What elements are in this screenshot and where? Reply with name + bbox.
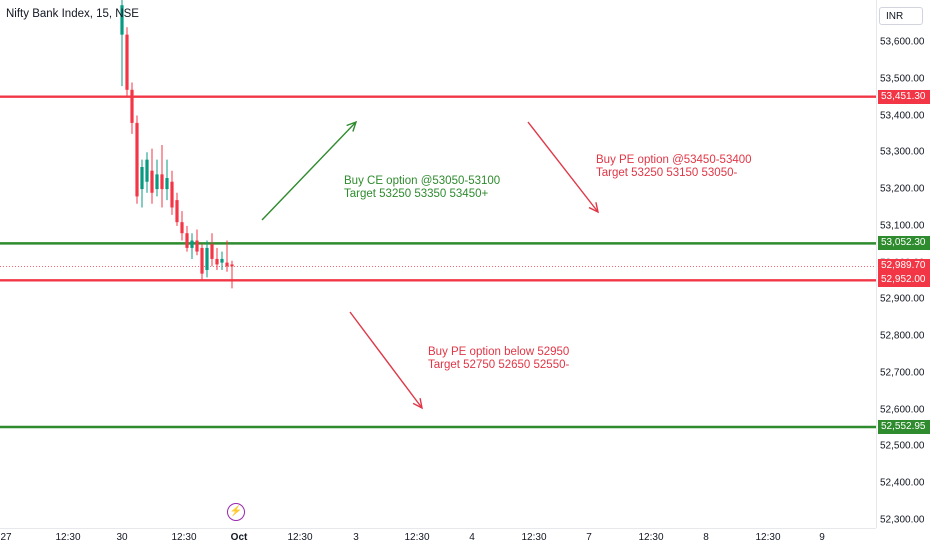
ce-annotation-line2: Target 53250 53350 53450+: [344, 188, 489, 200]
candle-body-20: [220, 258, 224, 263]
candle-body-11: [175, 200, 179, 223]
time-tick: 12:30: [638, 532, 664, 543]
ce-annotation-line1: Buy CE option @53050-53100: [344, 175, 501, 187]
price-tick: 53,400.00: [880, 110, 925, 122]
time-tick: 7: [586, 532, 592, 543]
candle-body-19: [215, 258, 219, 265]
time-tick: Oct: [230, 532, 248, 543]
candle-body-18: [210, 244, 214, 259]
ce-annotation: Buy CE option @53050-53100 Target 53250 …: [344, 175, 500, 201]
ce-arrow: [261, 121, 357, 221]
pe-top-arrow-head: [588, 202, 599, 214]
price-label[interactable]: 52,989.70: [878, 259, 930, 274]
candle-body-12: [180, 222, 184, 234]
candle-body-4: [140, 167, 144, 190]
pe-bottom-arrow-head: [412, 398, 423, 410]
price-tick: 53,300.00: [880, 146, 925, 158]
chart-pane[interactable]: [0, 0, 876, 528]
lightning-icon[interactable]: ⚡: [227, 503, 245, 521]
price-tick: 52,900.00: [880, 293, 925, 305]
candle-body-5: [145, 159, 149, 182]
candle-body-2: [130, 89, 134, 123]
price-tick: 52,300.00: [880, 514, 925, 526]
price-label[interactable]: 52,552.95: [878, 419, 930, 434]
candle-body-9: [165, 178, 169, 190]
time-tick: 12:30: [404, 532, 430, 543]
price-axis[interactable]: [876, 0, 932, 528]
candle-body-16: [200, 247, 204, 274]
time-tick: 27: [0, 532, 12, 543]
candle-body-17: [205, 247, 209, 270]
price-tick: 53,100.00: [880, 220, 925, 232]
time-tick: 4: [469, 532, 475, 543]
pe-bottom-annotation-line1: Buy PE option below 52950: [428, 346, 570, 358]
price-label[interactable]: 53,451.30: [878, 89, 930, 104]
time-tick: 9: [819, 532, 825, 543]
chart-canvas[interactable]: [0, 0, 876, 528]
pe-top-arrow: [527, 121, 599, 213]
time-tick: 30: [116, 532, 128, 543]
pe-bottom-annotation-line2: Target 52750 52650 52550-: [428, 359, 570, 371]
pe-top-annotation-line1: Buy PE option @53450-53400: [596, 154, 752, 166]
candle-body-3: [135, 122, 139, 197]
candle-body-8: [160, 174, 164, 190]
candle-body-13: [185, 233, 189, 248]
time-tick: 12:30: [521, 532, 547, 543]
price-tick: 52,400.00: [880, 477, 925, 489]
symbol-title[interactable]: Nifty Bank Index, 15, NSE: [6, 8, 139, 20]
price-tick: 52,600.00: [880, 404, 925, 416]
candle-body-1: [125, 34, 129, 90]
price-tick: 52,700.00: [880, 367, 925, 379]
time-tick: 12:30: [755, 532, 781, 543]
candle-body-21: [225, 262, 229, 267]
time-tick: 12:30: [171, 532, 197, 543]
currency-selector[interactable]: INR: [879, 7, 923, 25]
price-tick: 53,200.00: [880, 183, 925, 195]
ce-arrow-head: [346, 120, 358, 132]
price-tick: 53,600.00: [880, 36, 925, 48]
pe-bottom-arrow: [349, 311, 423, 409]
candle-body-0: [120, 5, 124, 35]
price-label[interactable]: 53,052.30: [878, 236, 930, 251]
time-axis[interactable]: [0, 528, 876, 551]
time-tick: 3: [353, 532, 359, 543]
pe-bottom-annotation: Buy PE option below 52950 Target 52750 5…: [428, 346, 569, 372]
pe-top-annotation: Buy PE option @53450-53400 Target 53250 …: [596, 154, 752, 180]
candle-body-7: [155, 174, 159, 190]
candle-body-10: [170, 181, 174, 208]
price-tick: 52,800.00: [880, 330, 925, 342]
candle-body-14: [190, 240, 194, 248]
candle-body-6: [150, 170, 154, 193]
candle-body-15: [195, 240, 199, 252]
time-tick: 12:30: [55, 532, 81, 543]
price-tick: 52,500.00: [880, 440, 925, 452]
price-tick: 53,500.00: [880, 73, 925, 85]
time-tick: 12:30: [287, 532, 313, 543]
time-tick: 8: [703, 532, 709, 543]
price-label[interactable]: 52,952.00: [878, 273, 930, 288]
candle-body-22: [230, 264, 234, 267]
pe-top-annotation-line2: Target 53250 53150 53050-: [596, 167, 738, 179]
